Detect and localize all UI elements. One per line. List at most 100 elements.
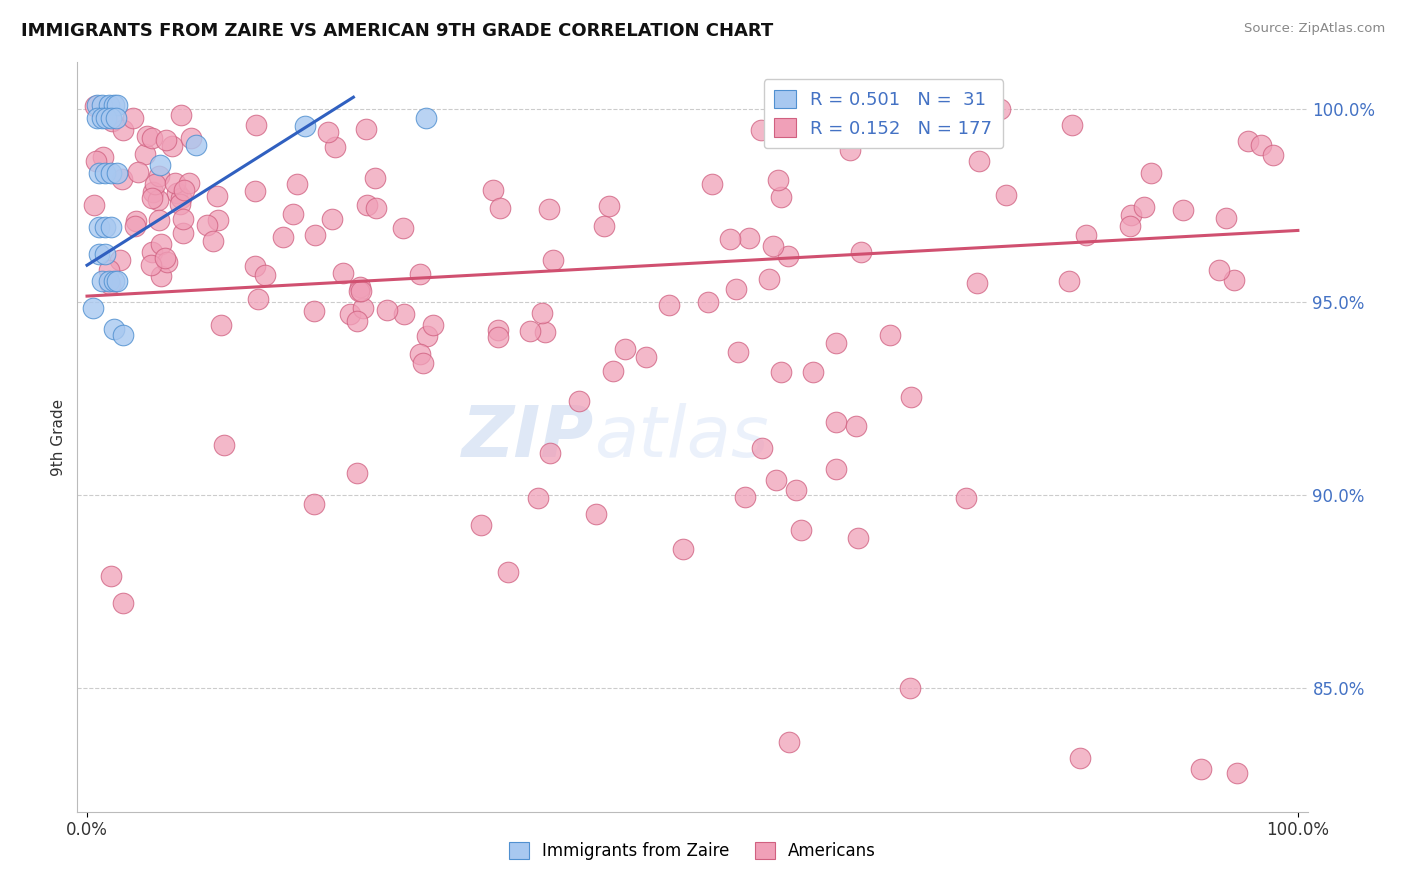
Point <box>304 227 326 242</box>
Point <box>408 267 430 281</box>
Point <box>364 170 387 185</box>
Point <box>900 681 922 695</box>
Point <box>696 295 718 310</box>
Point <box>762 239 785 253</box>
Point <box>912 113 935 128</box>
Point <box>111 123 134 137</box>
Point <box>212 438 235 452</box>
Point <box>749 123 772 137</box>
Point <box>349 280 371 294</box>
Point <box>97 274 120 288</box>
Point <box>1226 766 1249 780</box>
Point <box>941 95 963 110</box>
Point <box>346 314 368 328</box>
Point <box>955 491 977 506</box>
Point <box>1069 750 1091 764</box>
Point <box>1132 201 1154 215</box>
Point <box>894 95 917 109</box>
Point <box>702 178 724 192</box>
Point <box>967 153 990 168</box>
Point <box>1060 118 1083 132</box>
Point <box>825 336 848 351</box>
Point <box>86 98 108 112</box>
Point <box>254 268 277 283</box>
Point <box>209 318 232 332</box>
Point <box>172 212 194 227</box>
Point <box>172 226 194 240</box>
Y-axis label: 9th Grade: 9th Grade <box>51 399 66 475</box>
Point <box>103 274 125 288</box>
Point <box>111 172 134 186</box>
Point <box>1189 762 1212 776</box>
Point <box>366 202 388 216</box>
Point <box>486 330 509 344</box>
Point <box>718 232 741 246</box>
Point <box>162 138 184 153</box>
Point <box>848 531 870 545</box>
Point <box>134 146 156 161</box>
Point <box>156 254 179 268</box>
Point <box>148 213 170 227</box>
Point <box>142 185 165 199</box>
Point <box>519 324 541 338</box>
Point <box>332 266 354 280</box>
Point <box>1139 166 1161 180</box>
Point <box>100 569 122 583</box>
Point <box>316 125 339 139</box>
Point <box>96 112 118 126</box>
Point <box>658 298 681 312</box>
Text: ZIP: ZIP <box>461 402 595 472</box>
Point <box>412 356 434 370</box>
Point <box>766 173 789 187</box>
Point <box>271 230 294 244</box>
Point <box>84 99 107 113</box>
Point <box>530 306 553 320</box>
Point <box>148 193 170 207</box>
Point <box>537 202 560 217</box>
Point <box>832 131 855 145</box>
Point <box>165 177 187 191</box>
Point <box>966 276 988 290</box>
Point <box>105 112 128 126</box>
Point <box>778 249 800 263</box>
Point <box>169 196 191 211</box>
Point <box>1121 208 1143 222</box>
Point <box>141 244 163 259</box>
Point <box>304 497 326 511</box>
Point <box>83 198 105 212</box>
Point <box>127 165 149 179</box>
Point <box>392 220 415 235</box>
Point <box>409 346 432 360</box>
Point <box>538 446 561 460</box>
Point <box>724 282 747 296</box>
Point <box>84 154 107 169</box>
Point <box>851 245 873 260</box>
Point <box>89 165 111 179</box>
Point <box>838 143 860 157</box>
Point <box>321 212 343 227</box>
Point <box>246 292 269 306</box>
Point <box>124 219 146 233</box>
Point <box>91 150 114 164</box>
Point <box>527 491 550 505</box>
Point <box>422 318 444 332</box>
Point <box>180 130 202 145</box>
Point <box>100 112 122 126</box>
Text: IMMIGRANTS FROM ZAIRE VS AMERICAN 9TH GRADE CORRELATION CHART: IMMIGRANTS FROM ZAIRE VS AMERICAN 9TH GR… <box>21 22 773 40</box>
Point <box>103 98 125 112</box>
Point <box>94 165 117 179</box>
Point <box>416 329 439 343</box>
Point <box>184 138 207 153</box>
Point <box>672 541 695 556</box>
Point <box>1208 263 1230 277</box>
Point <box>155 133 177 147</box>
Point <box>995 188 1018 202</box>
Point <box>97 98 120 112</box>
Point <box>568 393 591 408</box>
Point <box>758 271 780 285</box>
Point <box>845 419 868 434</box>
Point <box>1171 202 1194 217</box>
Point <box>727 345 749 359</box>
Point <box>990 102 1012 116</box>
Point <box>205 188 228 202</box>
